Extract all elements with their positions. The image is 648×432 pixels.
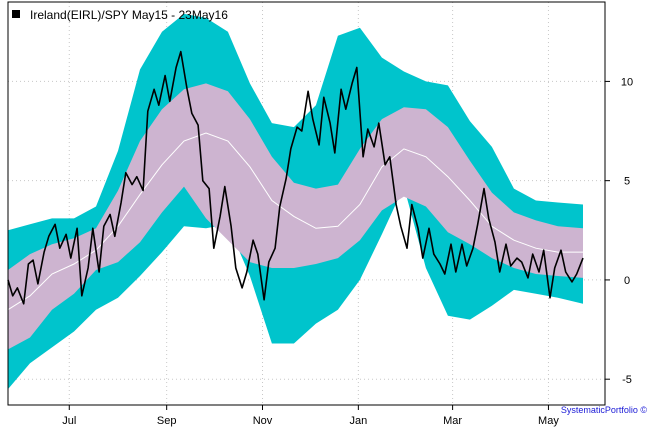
x-tick-label: Nov xyxy=(253,415,273,427)
y-tick-label: 10 xyxy=(621,76,633,88)
mean-line xyxy=(7,132,583,311)
source-label: SystematicPortfolio © xyxy=(561,405,648,415)
x-axis: Jul Sep Nov Jan Mar May xyxy=(62,405,559,427)
y-tick-label: -5 xyxy=(622,374,632,386)
y-axis: -5 0 5 10 xyxy=(605,76,633,386)
legend-label: Ireland(EIRL)/SPY May15 - 23May16 xyxy=(30,8,228,22)
x-tick-label: Sep xyxy=(157,415,177,427)
inner-band xyxy=(8,83,583,350)
x-tick-label: May xyxy=(538,415,559,427)
x-tick-label: Jul xyxy=(62,415,76,427)
price-line xyxy=(7,50,584,305)
x-tick-label: Jan xyxy=(349,415,367,427)
plot-frame xyxy=(7,1,606,406)
x-tick-label: Mar xyxy=(443,415,462,427)
y-tick-label: 5 xyxy=(624,176,630,188)
y-tick-label: 0 xyxy=(624,275,630,287)
legend-marker xyxy=(12,10,20,18)
